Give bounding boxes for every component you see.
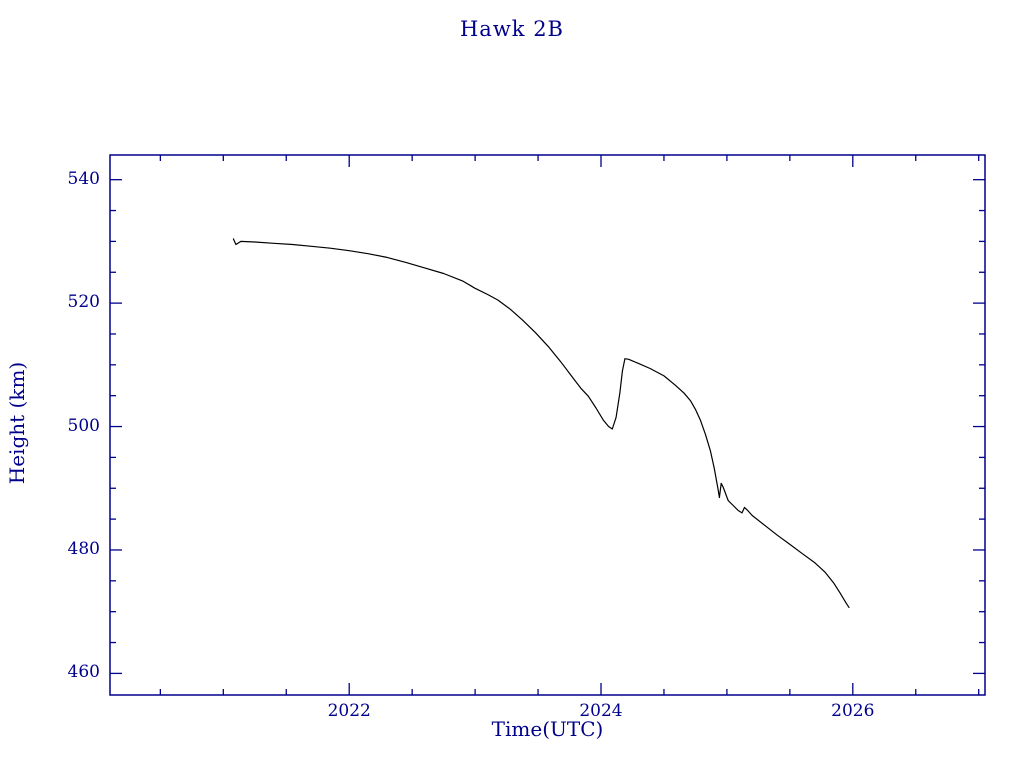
x-tick-label: 2024 bbox=[579, 701, 623, 721]
y-tick-label: 540 bbox=[67, 168, 100, 189]
y-tick-label: 480 bbox=[67, 538, 100, 559]
x-tick-label: 2026 bbox=[831, 701, 875, 721]
y-tick-label: 460 bbox=[67, 662, 100, 683]
plot-frame bbox=[109, 154, 986, 696]
y-tick-label: 500 bbox=[67, 415, 100, 436]
x-axis-label: Time(UTC) bbox=[491, 717, 604, 741]
chart-title: Hawk 2B bbox=[459, 17, 564, 41]
y-axis-label: Height (km) bbox=[5, 361, 29, 485]
x-tick-label: 2022 bbox=[327, 701, 371, 721]
y-tick-label: 520 bbox=[67, 292, 100, 313]
data-line bbox=[232, 238, 850, 609]
